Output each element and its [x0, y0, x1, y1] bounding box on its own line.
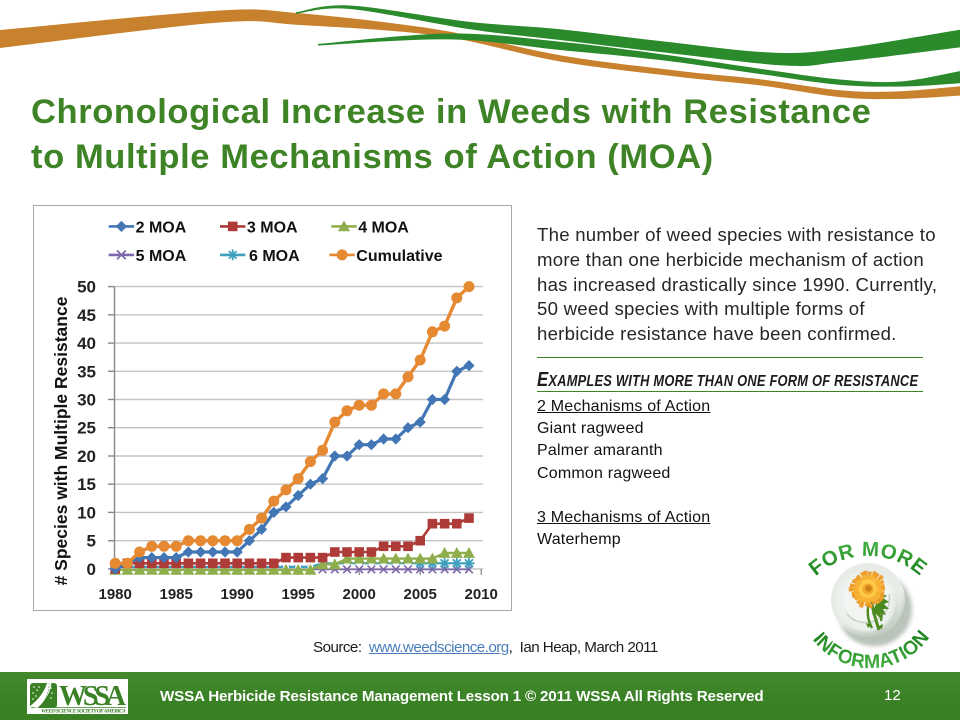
- svg-text:2 MOA: 2 MOA: [136, 219, 187, 236]
- svg-text:10: 10: [77, 503, 96, 522]
- svg-text:2010: 2010: [465, 586, 498, 603]
- svg-text:1990: 1990: [221, 586, 254, 603]
- svg-text:1980: 1980: [99, 586, 132, 603]
- svg-text:2005: 2005: [404, 586, 437, 603]
- svg-text:30: 30: [77, 391, 96, 410]
- svg-text:40: 40: [77, 334, 96, 353]
- svg-text:3 MOA: 3 MOA: [247, 219, 298, 236]
- svg-text:Cumulative: Cumulative: [356, 248, 442, 265]
- svg-text:5 MOA: 5 MOA: [136, 248, 187, 265]
- svg-text:# Species with Multiple Resist: # Species with Multiple Resistance: [51, 296, 71, 585]
- svg-text:45: 45: [77, 306, 96, 325]
- svg-text:35: 35: [77, 362, 96, 381]
- svg-text:1995: 1995: [282, 586, 315, 603]
- svg-text:0: 0: [87, 560, 96, 579]
- svg-text:5: 5: [87, 532, 96, 551]
- svg-text:WSSA: WSSA: [59, 681, 127, 712]
- svg-text:1985: 1985: [160, 586, 193, 603]
- svg-text:15: 15: [77, 475, 96, 494]
- svg-text:4 MOA: 4 MOA: [358, 219, 409, 236]
- svg-text:50: 50: [77, 278, 96, 297]
- svg-text:2000: 2000: [343, 586, 376, 603]
- svg-text:6 MOA: 6 MOA: [249, 248, 300, 265]
- svg-text:20: 20: [77, 447, 96, 466]
- svg-text:25: 25: [77, 419, 96, 438]
- svg-text:WEED SCIENCE SOCIETY OF AMERIC: WEED SCIENCE SOCIETY OF AMERICA: [41, 709, 126, 714]
